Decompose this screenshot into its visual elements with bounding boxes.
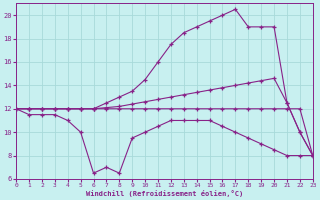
X-axis label: Windchill (Refroidissement éolien,°C): Windchill (Refroidissement éolien,°C) [86,190,243,197]
